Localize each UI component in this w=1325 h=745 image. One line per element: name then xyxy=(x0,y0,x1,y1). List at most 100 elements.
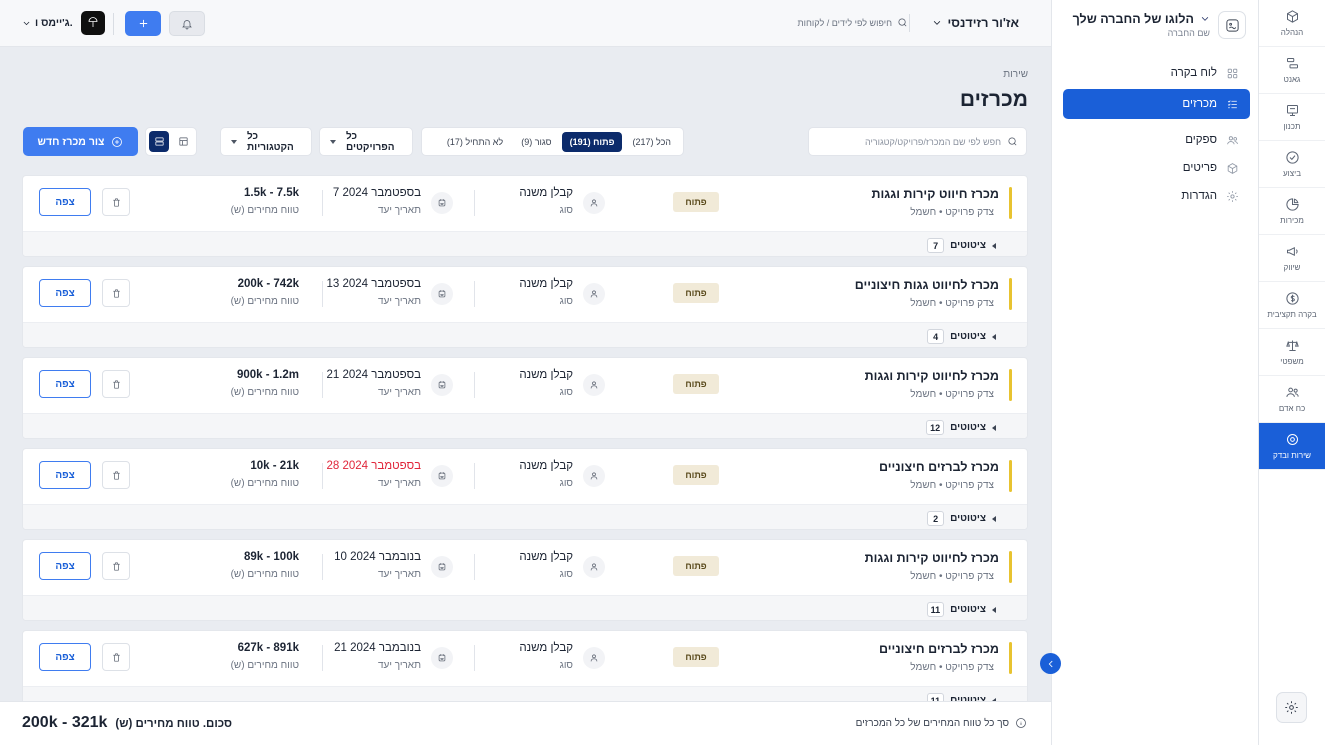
header-search[interactable]: חיפוש לפי לידים / לקוחות xyxy=(797,17,908,28)
sidebar-item-2[interactable]: ספקים xyxy=(1063,125,1250,155)
plus-icon xyxy=(139,19,147,28)
view-tender-button[interactable]: צפה xyxy=(39,279,91,307)
quotes-row[interactable]: ציטוטים 4 xyxy=(23,322,1027,347)
quotes-toggle[interactable]: ציטוטים 4 xyxy=(927,329,996,344)
status-tab-0[interactable]: הכל (217) xyxy=(632,136,671,147)
module-sidebar: הלוגו של החברה שלך שם החברה לוח בקרה מכרז… xyxy=(1051,0,1258,745)
table-view-button[interactable] xyxy=(173,131,193,152)
tender-title[interactable]: מכרז לחיווט קירות וגגות xyxy=(864,551,999,565)
view-tender-button[interactable]: צפה xyxy=(39,643,91,671)
quotes-toggle[interactable]: ציטוטים 11 xyxy=(926,602,996,617)
rail-item-9[interactable]: שירות ובדק xyxy=(1259,423,1325,470)
create-tender-button[interactable]: צור מכרז חדש xyxy=(23,127,138,156)
rail-item-label: משפטי xyxy=(1280,357,1304,366)
user-icon xyxy=(590,472,598,480)
tender-price-range: 200k - 742k xyxy=(237,278,299,290)
region-selector[interactable]: אז'ור רזידנסי xyxy=(932,16,1019,30)
tender-role-label: סוג xyxy=(559,387,573,398)
quotes-toggle[interactable]: ציטוטים 7 xyxy=(927,238,996,253)
sidebar-item-label: מכרזים xyxy=(1182,98,1217,110)
delete-tender-button[interactable] xyxy=(102,552,130,580)
user-icon xyxy=(590,563,598,571)
view-tender-button[interactable]: צפה xyxy=(39,188,91,216)
rail-item-7[interactable]: משפטי xyxy=(1259,329,1325,376)
status-tabs: הכל (217) פתוח (191) סגור (9) לא התחיל (17) xyxy=(421,127,684,156)
rail-item-8[interactable]: כח אדם xyxy=(1259,376,1325,423)
rail-item-3[interactable]: ביצוע xyxy=(1259,141,1325,188)
quotes-row[interactable]: ציטוטים 2 xyxy=(23,504,1027,529)
users-icon xyxy=(1285,387,1299,397)
rail-settings-button[interactable] xyxy=(1276,692,1307,723)
sidebar-collapse-button[interactable] xyxy=(1040,653,1061,674)
delete-tender-button[interactable] xyxy=(102,461,130,489)
quotes-toggle[interactable]: ציטוטים 2 xyxy=(927,511,996,526)
delete-tender-button[interactable] xyxy=(102,279,130,307)
calendar-icon xyxy=(438,199,446,207)
column-divider xyxy=(474,645,475,671)
tender-price-label: טווח מחירים (ש) xyxy=(230,660,299,671)
module-nav: לוח בקרה מכרזים ספקים פריטים הגדרות xyxy=(1063,58,1250,209)
status-tab-1[interactable]: פתוח (191) xyxy=(561,131,623,152)
rail-item-2[interactable]: תכנון xyxy=(1259,94,1325,141)
rail-item-label: הנהלה xyxy=(1280,28,1304,37)
image-icon xyxy=(1225,18,1239,32)
rail-item-0[interactable]: הנהלה xyxy=(1259,0,1325,47)
quotes-toggle[interactable]: ציטוטים 12 xyxy=(926,420,996,435)
tender-title[interactable]: מכרז לברזים חיצוניים xyxy=(879,642,999,656)
status-badge: פתוח xyxy=(673,465,719,485)
tender-accent-bar xyxy=(1009,369,1012,401)
search-icon xyxy=(1008,137,1017,146)
notifications-button[interactable] xyxy=(169,11,205,36)
view-tender-button[interactable]: צפה xyxy=(39,370,91,398)
tender-price-label: טווח מחירים (ש) xyxy=(230,478,299,489)
due-date-icon-wrap xyxy=(431,192,453,214)
due-date-icon-wrap xyxy=(431,647,453,669)
tender-role: קבלן משנה xyxy=(519,369,573,381)
user-menu[interactable]: ג'יימס ו. xyxy=(22,11,105,35)
company-switcher[interactable]: הלוגו של החברה שלך שם החברה xyxy=(1061,8,1246,42)
calendar-icon xyxy=(438,472,446,480)
tender-title[interactable]: מכרז חיווט קירות וגגות xyxy=(871,187,999,201)
delete-tender-button[interactable] xyxy=(102,188,130,216)
sidebar-item-label: לוח בקרה xyxy=(1170,67,1217,79)
sidebar-item-3[interactable]: פריטים xyxy=(1063,153,1250,183)
quotes-label: ציטוטים xyxy=(950,604,986,615)
info-icon xyxy=(1016,718,1026,728)
rail-item-6[interactable]: בקרה תקציבית xyxy=(1259,282,1325,329)
search-icon xyxy=(898,18,907,27)
tender-card-body: מכרז לחיווט קירות וגגות צדק פרויקט • חשמל… xyxy=(23,540,1027,595)
user-avatar xyxy=(80,11,105,35)
tender-due-date: 28 בספטמבר 2024 xyxy=(326,460,421,472)
quotes-row[interactable]: ציטוטים 11 xyxy=(23,595,1027,620)
breadcrumb[interactable]: שירות xyxy=(1003,69,1028,80)
list-view-button[interactable] xyxy=(149,131,169,152)
top-header: אז'ור רזידנסי חיפוש לפי לידים / לקוחות ג… xyxy=(0,0,1051,47)
sidebar-item-4[interactable]: הגדרות xyxy=(1063,181,1250,211)
projects-filter[interactable]: כל הפרויקטים xyxy=(319,127,413,156)
tender-title[interactable]: מכרז לחיווט גגות חיצוניים xyxy=(854,278,999,292)
header-divider xyxy=(113,13,114,35)
categories-filter[interactable]: כל הקטגוריות xyxy=(220,127,312,156)
caret-left-icon xyxy=(992,242,996,249)
sidebar-item-1[interactable]: מכרזים xyxy=(1063,89,1250,119)
user-icon xyxy=(590,199,598,207)
view-tender-button[interactable]: צפה xyxy=(39,461,91,489)
tender-search-input[interactable] xyxy=(821,136,1001,147)
status-tab-2[interactable]: סגור (9) xyxy=(521,136,552,147)
sidebar-item-0[interactable]: לוח בקרה xyxy=(1063,58,1250,88)
rail-item-label: שיווק xyxy=(1283,263,1301,272)
delete-tender-button[interactable] xyxy=(102,643,130,671)
view-tender-button[interactable]: צפה xyxy=(39,552,91,580)
quotes-row[interactable]: ציטוטים 12 xyxy=(23,413,1027,438)
rail-item-5[interactable]: שיווק xyxy=(1259,235,1325,282)
quotes-row[interactable]: ציטוטים 7 xyxy=(23,231,1027,256)
status-tab-3[interactable]: לא התחיל (17) xyxy=(446,136,504,147)
delete-tender-button[interactable] xyxy=(102,370,130,398)
rail-item-4[interactable]: מכירות xyxy=(1259,188,1325,235)
tender-title[interactable]: מכרז לחיווט קירות וגגות xyxy=(864,369,999,383)
rail-item-1[interactable]: גאנט xyxy=(1259,47,1325,94)
tender-title[interactable]: מכרז לברזים חיצוניים xyxy=(879,460,999,474)
quick-add-button[interactable] xyxy=(125,11,161,36)
tender-role-label: סוג xyxy=(559,296,573,307)
user-icon xyxy=(590,654,598,662)
